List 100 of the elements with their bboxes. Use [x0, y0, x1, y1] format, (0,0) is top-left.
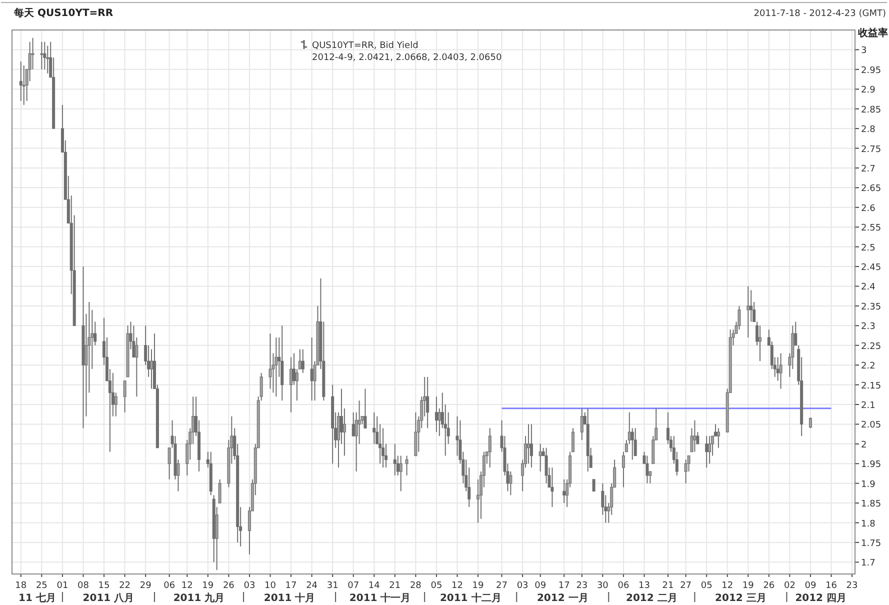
x-tick-label: 23: [576, 581, 588, 591]
candlestick: [630, 428, 634, 460]
y-tick-label: 2.45: [861, 263, 882, 274]
candlestick: [544, 447, 548, 484]
x-tick-label: 16: [826, 581, 838, 591]
x-tick-label: 18: [15, 581, 27, 591]
x-tick-label: 27: [496, 581, 508, 591]
y-tick-label: 2.05: [861, 420, 882, 431]
candlestick: [31, 37, 34, 70]
x-tick-label: 17: [285, 581, 297, 591]
candlestick: [150, 348, 154, 390]
legend-label: QUS10YT=RR, Bid Yield: [312, 41, 418, 51]
candlestick: [301, 348, 304, 374]
x-tick-label: 27: [680, 581, 692, 591]
text: 2012 一月: [536, 593, 588, 604]
candlestick: [530, 424, 533, 468]
y-tick-label: 2.85: [861, 105, 882, 116]
y-tick-label: 2: [861, 440, 867, 450]
candlestick: [634, 428, 637, 456]
x-tick-label: 19: [472, 581, 484, 591]
candlestick: [592, 479, 596, 492]
candlestick: [758, 325, 762, 362]
x-tick-label: 26: [763, 581, 775, 591]
candlestick: [123, 380, 126, 413]
candlestick: [708, 436, 712, 464]
x-tick-label: 02: [784, 581, 796, 591]
x-tick-label: 07: [348, 581, 360, 591]
x-tick-label: 22: [119, 581, 131, 591]
candlestick: [684, 459, 688, 484]
x-tick-label: 15: [98, 581, 110, 591]
candlestick: [562, 478, 566, 504]
candlestick: [280, 325, 284, 402]
y-tick-label: 2.6: [861, 204, 876, 214]
candlestick: [488, 428, 492, 468]
candlestick: [776, 356, 780, 382]
candlestick: [364, 388, 367, 429]
y-tick-label: 2.8: [861, 125, 876, 136]
x-tick-label: 03: [516, 581, 528, 591]
x-tick-label: 12: [452, 581, 463, 591]
candlestick: [779, 352, 782, 390]
y-tick-label: 1.95: [861, 460, 882, 470]
x-tick-label: 23: [846, 581, 858, 591]
y-tick-label: 2.25: [861, 342, 882, 352]
candlestick: [40, 41, 44, 70]
candlestick: [716, 428, 720, 448]
x-tick-label: 03: [244, 581, 256, 591]
candlestick: [509, 471, 512, 496]
candlestick: [550, 467, 554, 508]
candlestick: [372, 412, 376, 444]
x-tick-label: 06: [618, 581, 630, 591]
x-tick-label: 14: [368, 581, 380, 591]
candlestick: [405, 455, 408, 476]
x-tick-label: 06: [164, 581, 176, 591]
annotation: 2012-4-9, 2.0421, 2.0668, 2.0403, 2.0650: [312, 53, 502, 63]
text: 2011 十一月: [349, 592, 411, 604]
y-tick-label: 3: [861, 46, 867, 56]
text: 2011 十月: [264, 592, 316, 604]
candlestick: [358, 400, 361, 444]
x-tick-label: 05: [700, 581, 712, 591]
candlestick: [434, 396, 438, 433]
candlestick: [290, 356, 293, 413]
candlestick: [135, 336, 138, 398]
text: 2012 二月: [626, 593, 678, 604]
text: 2012 四月: [795, 593, 847, 604]
x-tick-label: 19: [202, 581, 214, 591]
y-tick-label: 2.5: [861, 243, 876, 254]
x-tick-label: 10: [264, 581, 276, 591]
candlestick: [274, 336, 278, 398]
text: 2012 三月: [715, 593, 766, 604]
candlestick: [526, 424, 530, 464]
x-tick-label: 17: [558, 581, 570, 591]
x-tick-label: 30: [596, 581, 609, 591]
y-tick-label: 2.9: [861, 86, 876, 96]
x-tick-label: 26: [222, 581, 235, 591]
x-tick-label: 12: [722, 581, 734, 591]
y-tick-label: 2.55: [861, 224, 882, 234]
legend-item: QUS10YT=RR, Bid Yield: [300, 39, 418, 51]
candlestick: [438, 408, 441, 437]
x-tick-label: 28: [410, 581, 422, 591]
candlestick: [378, 424, 382, 464]
y-tick-label: 2.95: [861, 66, 882, 76]
candlestick: [46, 45, 50, 74]
candlestick: [28, 41, 32, 82]
candlestick: [538, 443, 542, 472]
candlestick: [342, 408, 346, 456]
candlestick: [750, 290, 753, 322]
candlestick: [352, 412, 355, 437]
candlestick: [746, 286, 750, 338]
candlestick: [622, 451, 625, 488]
y-tick-label: 2.75: [861, 144, 882, 155]
candlestick: [43, 41, 46, 70]
x-tick-label: 21: [662, 581, 674, 591]
x-tick-label: 05: [430, 581, 442, 591]
candlestick: [808, 417, 812, 429]
candlestick: [580, 408, 584, 440]
candlestick: [382, 428, 385, 468]
candlestick: [114, 392, 118, 417]
candlestick: [572, 428, 575, 452]
chart-subtitle: 2011-7-18 - 2012-4-23 (GMT): [754, 9, 886, 19]
y-tick-label: 2.65: [861, 184, 882, 194]
